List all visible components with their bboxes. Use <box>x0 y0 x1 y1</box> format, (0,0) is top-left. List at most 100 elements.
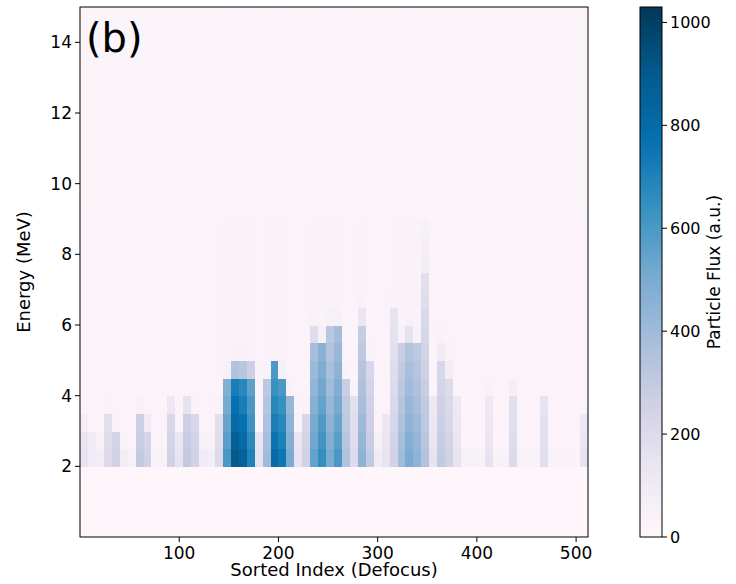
heatmap-cell <box>445 325 454 343</box>
heatmap-cell <box>445 343 454 361</box>
heatmap-cell <box>334 466 343 537</box>
heatmap-cell <box>231 449 240 467</box>
heatmap-cell <box>310 431 319 449</box>
heatmap-cell <box>239 325 248 343</box>
heatmap-cell <box>540 7 549 220</box>
heatmap-cell <box>374 290 383 308</box>
heatmap-cell <box>374 431 383 449</box>
heatmap-cell <box>382 431 391 449</box>
heatmap-cell <box>294 290 303 308</box>
heatmap-cell <box>485 431 494 449</box>
heatmap-cell <box>525 237 534 255</box>
heatmap-cell <box>263 343 272 361</box>
heatmap-cell <box>136 343 145 361</box>
heatmap-cell <box>80 360 89 378</box>
heatmap-cell <box>437 413 446 431</box>
heatmap-cell <box>469 272 478 290</box>
y-tick-label: 4 <box>61 386 72 406</box>
heatmap-cell <box>453 307 462 325</box>
heatmap-cell <box>580 396 588 414</box>
colorbar-tick <box>662 125 667 126</box>
heatmap-cell <box>112 413 121 431</box>
heatmap-cell <box>199 378 208 396</box>
heatmap-cell <box>525 466 534 537</box>
heatmap-cell <box>405 7 414 220</box>
heatmap-cell <box>556 325 565 343</box>
heatmap-cell <box>183 449 192 467</box>
heatmap-cell <box>453 219 462 237</box>
heatmap-cell <box>405 272 414 290</box>
heatmap-cell <box>136 378 145 396</box>
heatmap-cell <box>477 343 486 361</box>
heatmap-cell <box>556 378 565 396</box>
heatmap-cell <box>556 272 565 290</box>
heatmap-cell <box>231 254 240 272</box>
heatmap-cell <box>437 254 446 272</box>
heatmap-cell <box>80 290 89 308</box>
y-tick <box>75 395 80 396</box>
heatmap-cell <box>572 413 581 431</box>
panel-label: (b) <box>86 15 143 61</box>
heatmap-cell <box>80 307 89 325</box>
heatmap-cell <box>128 254 137 272</box>
heatmap-cell <box>429 7 438 220</box>
heatmap-cell <box>532 378 541 396</box>
heatmap-cell <box>493 413 502 431</box>
heatmap-cell <box>382 343 391 361</box>
heatmap-cell <box>151 219 160 237</box>
heatmap-cell <box>183 272 192 290</box>
heatmap-cell <box>96 360 105 378</box>
heatmap-cell <box>548 290 557 308</box>
heatmap-cell <box>493 378 502 396</box>
heatmap-cell <box>429 254 438 272</box>
heatmap-cell <box>263 325 272 343</box>
heatmap-cell <box>580 378 588 396</box>
heatmap-cell <box>461 307 470 325</box>
heatmap-cell <box>517 272 526 290</box>
heatmap-cell <box>580 431 588 449</box>
y-tick-label: 6 <box>61 315 72 335</box>
heatmap-cell <box>247 449 256 467</box>
heatmap-cell <box>255 431 264 449</box>
heatmap-cell <box>239 307 248 325</box>
heatmap-cell <box>517 307 526 325</box>
heatmap-cell <box>453 396 462 414</box>
heatmap-cell <box>263 360 272 378</box>
colorbar-tick <box>662 434 667 435</box>
heatmap-cell <box>501 466 510 537</box>
heatmap-cell <box>509 396 518 414</box>
heatmap-cell <box>247 272 256 290</box>
heatmap-cell <box>532 396 541 414</box>
heatmap-cell <box>540 325 549 343</box>
heatmap-cell <box>302 254 311 272</box>
heatmap-cell <box>88 449 97 467</box>
heatmap-cell <box>572 360 581 378</box>
heatmap-cell <box>80 219 89 237</box>
heatmap-cell <box>429 307 438 325</box>
heatmap-cell <box>350 343 359 361</box>
heatmap-cell <box>191 219 200 237</box>
heatmap-cell <box>445 254 454 272</box>
heatmap-cell <box>278 343 287 361</box>
heatmap-cell <box>302 290 311 308</box>
heatmap-cell <box>390 413 399 431</box>
heatmap-cell <box>517 413 526 431</box>
heatmap-cell <box>144 343 153 361</box>
heatmap-cell <box>294 413 303 431</box>
heatmap-cell <box>509 325 518 343</box>
heatmap-cell <box>453 290 462 308</box>
heatmap-cell <box>271 7 280 220</box>
heatmap-cell <box>207 254 216 272</box>
heatmap-cell <box>128 466 137 537</box>
heatmap-cell <box>183 7 192 220</box>
heatmap-cell <box>477 307 486 325</box>
colorbar-tick-label: 400 <box>670 322 701 341</box>
heatmap-cell <box>151 290 160 308</box>
heatmap-cell <box>326 360 335 378</box>
heatmap-cell <box>318 396 327 414</box>
heatmap-cell <box>564 466 573 537</box>
heatmap-cell <box>175 449 184 467</box>
heatmap-cell <box>318 378 327 396</box>
heatmap-cell <box>239 431 248 449</box>
heatmap-cell <box>278 360 287 378</box>
